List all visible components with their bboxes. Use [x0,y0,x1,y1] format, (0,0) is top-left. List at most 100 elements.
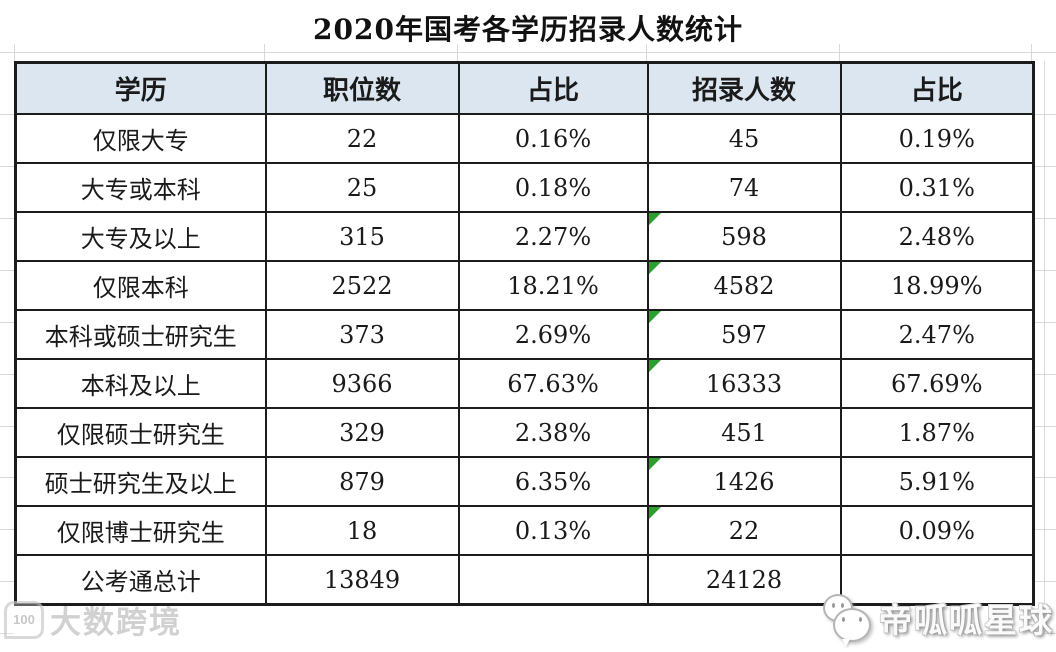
table-row: 仅限博士研究生 18 0.13% 22 0.09% [14,505,1035,556]
table-cell: 本科或硕士研究生 [14,309,267,360]
gridline [264,44,265,61]
table-row: 仅限本科 2522 18.21% 4582 18.99% [14,260,1035,311]
table-cell: 1426 [646,456,842,507]
cell-text: 18.99% [890,271,983,300]
column-header: 职位数 [264,61,460,115]
cell-text: 本科或硕士研究生 [44,323,237,351]
cell-text: 1.87% [898,418,975,447]
gridline [0,114,14,115]
table-cell: 315 [264,211,460,262]
table-cell [839,554,1035,606]
table-cell: 0.09% [839,505,1035,556]
gridline [457,44,458,61]
comment-marker-icon [648,507,661,519]
gridline [0,218,14,219]
cell-text: 16333 [705,369,783,398]
gridline [1033,633,1056,634]
table-cell: 2.69% [457,309,649,360]
cell-text: 598 [721,222,767,251]
cell-text: 大专及以上 [80,225,201,253]
gridline [0,426,14,427]
table-cell: 22 [646,505,842,556]
gridline [0,52,1056,53]
comment-marker-icon [648,311,661,323]
cell-text: 25 [346,173,378,202]
table-cell: 2.27% [457,211,649,262]
cell-text: 74 [728,173,760,202]
gridline [0,477,14,478]
cell-text: 2.69% [514,320,592,349]
table-cell: 1.87% [839,407,1035,458]
cell-text: 24128 [705,565,783,594]
cell-text: 18.21% [507,271,599,300]
cell-text: 0.16% [514,124,592,153]
cell-text: 67.69% [890,369,983,398]
cell-text: 373 [339,320,385,349]
table-cell: 67.69% [839,358,1035,409]
cell-text: 22 [728,516,760,545]
table-row: 公考通总计 13849 24128 [14,554,1035,606]
cell-text: 仅限硕士研究生 [56,421,225,449]
cell-text: 硕士研究生及以上 [44,470,237,498]
table-row: 仅限大专 22 0.16% 45 0.19% [14,113,1035,164]
cell-text: 45 [728,124,760,153]
table-cell: 45 [646,113,842,164]
table-cell: 硕士研究生及以上 [14,456,267,507]
cell-text: 大专或本科 [80,176,201,204]
comment-marker-icon [648,213,661,225]
chat-bubble-big-icon [833,608,871,647]
table-cell: 25 [264,162,460,213]
cell-text: 0.13% [514,516,592,545]
table-cell: 451 [646,407,842,458]
table-cell: 74 [646,162,842,213]
cell-text: 13849 [323,565,401,594]
table-cell: 大专或本科 [14,162,267,213]
table-cell: 598 [646,211,842,262]
table-cell: 仅限大专 [14,113,267,164]
cell-text: 0.31% [898,173,975,202]
comment-marker-icon [648,458,661,470]
table-cell: 仅限硕士研究生 [14,407,267,458]
cell-text: 315 [339,222,385,251]
gridline [0,581,14,582]
table-cell: 16333 [646,358,842,409]
cell-text: 6.35% [514,467,592,496]
table-cell: 2.47% [839,309,1035,360]
cell-text: 9366 [331,369,393,398]
cell-text: 329 [339,418,385,447]
cell-text: 仅限本科 [92,274,189,302]
table-cell: 373 [264,309,460,360]
table-cell: 18.21% [457,260,649,311]
table-row: 仅限硕士研究生 329 2.38% 451 1.87% [14,407,1035,458]
table-cell: 18 [264,505,460,556]
table-cell: 67.63% [457,358,649,409]
table-cell: 24128 [646,554,842,606]
cell-text: 0.09% [898,516,975,545]
gridline [14,44,15,61]
table-body: 仅限大专 22 0.16% 45 0.19% 大专或本科 25 0.18% 74 0.31% 大专及… [14,113,1035,606]
gridline [0,270,14,271]
table-header-row: 学历 职位数 占比 招录人数 占比 [14,61,1035,115]
table-cell: 4582 [646,260,842,311]
column-header: 占比 [457,61,649,115]
gridline [0,633,14,634]
table-cell: 6.35% [457,456,649,507]
cell-text: 本科及以上 [80,372,201,400]
cell-text: 5.91% [898,467,975,496]
table-row: 本科或硕士研究生 373 2.69% 597 2.47% [14,309,1035,360]
gridline [839,44,840,61]
column-header: 占比 [839,61,1035,115]
table-cell: 公考通总计 [14,554,267,606]
cell-text: 18 [346,516,378,545]
cell-text: 0.19% [898,124,975,153]
cell-text: 67.63% [507,369,599,398]
cell-text: 2.47% [898,320,975,349]
table-cell: 0.18% [457,162,649,213]
table-cell: 0.19% [839,113,1035,164]
table-cell: 18.99% [839,260,1035,311]
gridline [0,166,14,167]
statistics-table: 学历 职位数 占比 招录人数 占比 仅限大专 22 0.16% 45 0.19% 大专或本科 25 0… [14,61,1035,606]
cell-text: 2.38% [514,418,592,447]
cell-text: 22 [346,124,378,153]
